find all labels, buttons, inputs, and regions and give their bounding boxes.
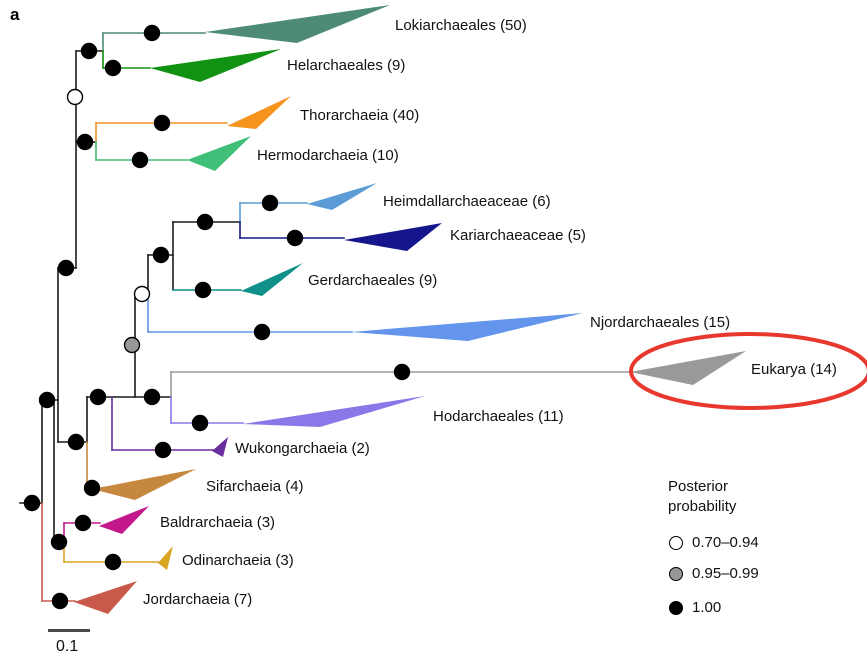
clade-label-lokiarchaeales: Lokiarchaeales (50) bbox=[395, 17, 527, 34]
eukarya-highlight-ellipse bbox=[629, 332, 867, 410]
node-filled-circle bbox=[253, 323, 271, 341]
clade-label-gerdarchaeales: Gerdarchaeales (9) bbox=[308, 272, 438, 289]
node-filled-circle bbox=[23, 494, 41, 512]
clade-triangle-eukarya bbox=[630, 351, 746, 385]
clade-triangle-heimdallarchaeaceae bbox=[307, 183, 377, 210]
legend-item-label: 1.00 bbox=[692, 599, 722, 616]
node-filled-circle bbox=[286, 229, 304, 247]
clade-triangle-njordarchaeales bbox=[351, 313, 583, 341]
clade-triangle-helarchaeales bbox=[150, 49, 281, 82]
node-filled-circle bbox=[76, 133, 94, 151]
clade-triangle-baldrarchaeia bbox=[99, 506, 149, 534]
legend-title: Posterior probability bbox=[668, 478, 737, 515]
clade-triangle-jordarchaeia bbox=[74, 581, 137, 614]
node-filled-circle bbox=[104, 553, 122, 571]
clade-label-hodarchaeales: Hodarchaeales (11) bbox=[433, 408, 564, 425]
clade-label-thorarchaeia: Thorarchaeia (40) bbox=[300, 107, 420, 124]
clade-label-heimdallarchaeaceae: Heimdallarchaeaceae (6) bbox=[383, 193, 551, 210]
node-filled-circle bbox=[196, 213, 214, 231]
node-filled-circle bbox=[393, 363, 411, 381]
clade-label-hermodarchaeia: Hermodarchaeia (10) bbox=[257, 147, 399, 164]
node-filled-circle bbox=[50, 533, 68, 551]
clade-label-jordarchaeia: Jordarchaeia (7) bbox=[143, 591, 253, 608]
node-filled-circle bbox=[51, 592, 69, 610]
gray-circle-icon bbox=[669, 566, 683, 581]
node-open-circle bbox=[66, 88, 84, 106]
clade-triangle-lokiarchaeales bbox=[205, 5, 390, 43]
clade-label-sifarchaeia: Sifarchaeia (4) bbox=[206, 478, 304, 495]
node-filled-circle bbox=[38, 391, 56, 409]
node-open-circle bbox=[133, 285, 151, 303]
node-filled-circle bbox=[131, 151, 149, 169]
node-filled-circle bbox=[261, 194, 279, 212]
legend-item-095-099: 0.95–0.99 bbox=[669, 565, 759, 582]
node-filled-circle bbox=[154, 441, 172, 459]
clade-label-baldrarchaeia: Baldrarchaeia (3) bbox=[160, 514, 276, 531]
scale-bar-label: 0.1 bbox=[56, 638, 79, 655]
node-filled-circle bbox=[83, 479, 101, 497]
clade-triangle-thorarchaeia bbox=[227, 96, 291, 129]
node-filled-circle bbox=[89, 388, 107, 406]
node-gray-circle bbox=[123, 336, 141, 354]
node-filled-circle bbox=[153, 114, 171, 132]
legend-item-070-094: 0.70–0.94 bbox=[669, 534, 759, 551]
clade-triangle-odinarchaeia bbox=[158, 546, 173, 570]
node-filled-circle bbox=[191, 414, 209, 432]
node-filled-circle bbox=[80, 42, 98, 60]
legend-item-label: 0.70–0.94 bbox=[692, 534, 759, 551]
clade-label-eukarya: Eukarya (14) bbox=[751, 361, 837, 378]
node-filled-circle bbox=[194, 281, 212, 299]
node-filled-circle bbox=[143, 24, 161, 42]
scale-bar bbox=[48, 629, 90, 632]
clade-triangle-hermodarchaeia bbox=[187, 136, 251, 171]
node-filled-circle bbox=[74, 514, 92, 532]
node-filled-circle bbox=[143, 388, 161, 406]
clade-triangle-hodarchaeales bbox=[243, 396, 425, 427]
open-circle-icon bbox=[669, 535, 683, 550]
legend-item-label: 0.95–0.99 bbox=[692, 565, 759, 582]
clade-label-odinarchaeia: Odinarchaeia (3) bbox=[182, 552, 294, 569]
legend-item-100: 1.00 bbox=[669, 599, 721, 616]
filled-circle-icon bbox=[669, 600, 683, 615]
node-filled-circle bbox=[152, 246, 170, 264]
node-filled-circle bbox=[57, 259, 75, 277]
panel-label: a bbox=[10, 5, 20, 24]
clade-triangle-sifarchaeia bbox=[92, 469, 196, 500]
node-filled-circle bbox=[67, 433, 85, 451]
clade-triangle-kariarchaeaceae bbox=[344, 223, 442, 251]
clade-triangle-gerdarchaeales bbox=[241, 263, 303, 296]
clade-triangle-wukongarchaeia bbox=[212, 437, 228, 457]
clade-label-helarchaeales: Helarchaeales (9) bbox=[287, 57, 406, 74]
node-filled-circle bbox=[104, 59, 122, 77]
clade-label-kariarchaeaceae: Kariarchaeaceae (5) bbox=[450, 227, 586, 244]
clade-label-njordarchaeales: Njordarchaeales (15) bbox=[590, 314, 731, 331]
clade-label-wukongarchaeia: Wukongarchaeia (2) bbox=[235, 440, 370, 457]
